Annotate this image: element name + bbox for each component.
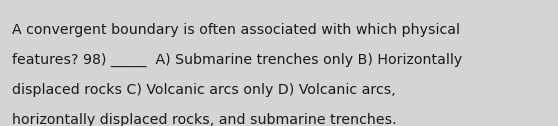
Text: horizontally displaced rocks, and submarine trenches.: horizontally displaced rocks, and submar…	[12, 113, 397, 126]
Text: displaced rocks C) Volcanic arcs only D) Volcanic arcs,: displaced rocks C) Volcanic arcs only D)…	[12, 83, 396, 97]
Text: features? 98) _____  A) Submarine trenches only B) Horizontally: features? 98) _____ A) Submarine trenche…	[12, 53, 463, 67]
Text: A convergent boundary is often associated with which physical: A convergent boundary is often associate…	[12, 23, 460, 37]
